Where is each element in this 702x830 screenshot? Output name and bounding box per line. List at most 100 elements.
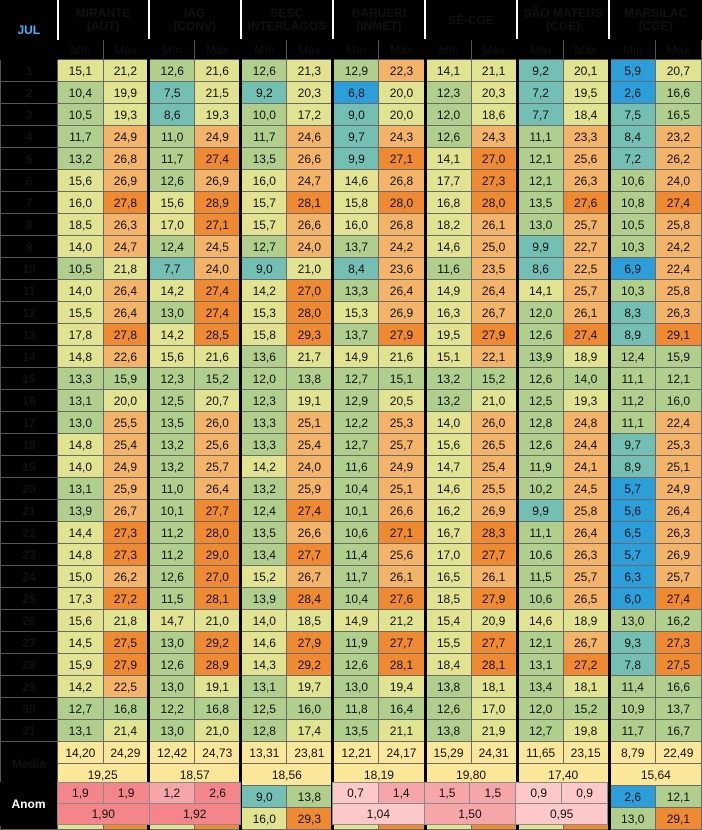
max-temp-cell: 27,0 [286, 279, 334, 302]
media-cell: 11,65 [515, 741, 564, 764]
max-temp-cell: 17,0 [470, 697, 518, 720]
max-temp-cell: 26,8 [102, 147, 150, 170]
min-temp-cell: 7,2 [607, 147, 656, 170]
max-temp-cell: 21,5 [194, 81, 242, 104]
min-column-label: Mín [331, 39, 380, 60]
min-temp-cell: 15,1 [423, 345, 472, 368]
min-temp-cell: 12,0 [239, 367, 288, 390]
min-temp-cell: 9,9 [331, 147, 380, 170]
max-temp-cell: 28,1 [378, 653, 426, 676]
min-temp-cell: 10,1 [331, 499, 380, 522]
min-temp-cell: 6,8 [331, 81, 380, 104]
station-header: SÃO MATEUS (CGE) [516, 0, 610, 40]
max-temp-cell: 21,0 [194, 609, 242, 632]
max-temp-cell: 26,4 [378, 279, 426, 302]
max-temp-cell: 26,6 [286, 147, 334, 170]
day-row: 22 14,4 27,3 11,2 28,0 13,5 26,6 10,6 27,1 16,7 28… [0, 521, 702, 544]
min-temp-cell: 12,5 [515, 389, 564, 412]
min-temp-cell: 13,9 [239, 587, 288, 610]
media-cell: 12,21 [331, 741, 380, 764]
max-temp-cell: 18,6 [470, 103, 518, 126]
min-temp-cell: 12,7 [331, 433, 380, 456]
min-temp-cell: 12,0 [515, 301, 564, 324]
min-temp-cell: 15,4 [423, 609, 472, 632]
anomaly-cell: 1,5 [469, 782, 517, 804]
day-row: 29 14,2 22,5 13,0 19,1 13,1 19,7 13,0 19,4 13,8 18… [0, 675, 702, 698]
min-temp-cell: 12,1 [515, 147, 564, 170]
anomaly-table-group-2: 0,7 1,4 1,5 1,5 0,9 0,9 1,04 1,50 0,95 [332, 782, 608, 825]
media-cell: 14,20 [57, 741, 104, 764]
max-temp-cell: 26,7 [470, 301, 518, 324]
max-temp-cell: 29,3 [286, 323, 334, 346]
min-temp-cell: 18,2 [423, 213, 472, 236]
max-temp-cell: 27,5 [102, 631, 150, 654]
anomaly-cell: 1,4 [377, 782, 425, 804]
min-temp-cell: 5,7 [607, 543, 656, 566]
max-temp-cell: 26,4 [470, 279, 518, 302]
day-number: 5 [0, 147, 59, 170]
day-number: 19 [0, 455, 59, 478]
max-temp-cell: 19,3 [102, 103, 150, 126]
min-temp-cell: 5,7 [607, 477, 656, 500]
min-temp-cell: 15,9 [57, 653, 104, 676]
max-temp-cell: 24,9 [102, 125, 150, 148]
max-temp-cell: 19,1 [286, 389, 334, 412]
max-temp-cell: 21,8 [102, 257, 150, 280]
max-column-label: Máx [562, 39, 610, 60]
min-temp-cell: 13,0 [147, 675, 196, 698]
max-temp-cell: 16,7 [654, 719, 702, 742]
max-temp-cell: 16,4 [378, 697, 426, 720]
max-temp-cell: 26,9 [194, 169, 242, 192]
media-cell: 23,15 [562, 741, 610, 764]
media-overall-cell: 18,56 [239, 763, 334, 786]
min-temp-cell: 14,3 [239, 653, 288, 676]
max-column-label: Máx [194, 39, 242, 60]
min-temp-cell: 16,5 [423, 565, 472, 588]
month-label: JUL [0, 0, 59, 60]
min-temp-cell: 10,3 [607, 279, 656, 302]
max-temp-cell: 26,4 [102, 279, 150, 302]
max-temp-cell: 27,9 [286, 631, 334, 654]
min-temp-cell: 11,2 [607, 389, 656, 412]
max-temp-cell: 26,9 [654, 543, 702, 566]
day-number: 13 [0, 323, 59, 346]
maior-cell: 29,3 [286, 807, 334, 830]
min-temp-cell: 7,2 [515, 81, 564, 104]
min-temp-cell: 11,7 [239, 125, 288, 148]
min-temp-cell: 11,0 [147, 477, 196, 500]
min-temp-cell: 14,4 [57, 521, 104, 544]
min-temp-cell: 15,3 [239, 301, 288, 324]
max-temp-cell: 27,4 [194, 279, 242, 302]
min-temp-cell: 12,6 [515, 433, 564, 456]
max-temp-cell: 25,4 [102, 433, 150, 456]
min-temp-cell: 10,6 [515, 587, 564, 610]
min-temp-cell: 14,0 [239, 609, 288, 632]
max-temp-cell: 25,7 [562, 565, 610, 588]
max-temp-cell: 24,6 [286, 125, 334, 148]
max-temp-cell: 19,9 [102, 81, 150, 104]
max-temp-cell: 16,8 [102, 697, 150, 720]
max-temp-cell: 24,9 [378, 455, 426, 478]
max-temp-cell: 26,1 [378, 565, 426, 588]
min-temp-cell: 16,0 [331, 213, 380, 236]
min-temp-cell: 12,1 [515, 631, 564, 654]
anomaly-total-cell: 1,04 [332, 803, 425, 825]
min-temp-cell: 11,1 [607, 411, 656, 434]
min-temp-cell: 14,2 [147, 279, 196, 302]
min-temp-cell: 14,1 [423, 147, 472, 170]
max-temp-cell: 27,4 [562, 323, 610, 346]
min-temp-cell: 13,2 [423, 389, 472, 412]
max-temp-cell: 25,0 [470, 235, 518, 258]
station-header: IAG (CONV) [147, 0, 242, 40]
anomaly-values-row: 0,7 1,4 1,5 1,5 0,9 0,9 [332, 782, 608, 804]
max-temp-cell: 21,2 [102, 59, 150, 82]
max-temp-cell: 25,9 [102, 477, 150, 500]
min-temp-cell: 15,7 [239, 191, 288, 214]
min-column-label: Mín [607, 39, 656, 60]
day-number: 16 [0, 389, 59, 412]
day-number: 31 [0, 719, 59, 742]
max-temp-cell: 25,3 [654, 433, 702, 456]
min-temp-cell: 12,6 [331, 653, 380, 676]
max-column-label: Máx [286, 39, 334, 60]
